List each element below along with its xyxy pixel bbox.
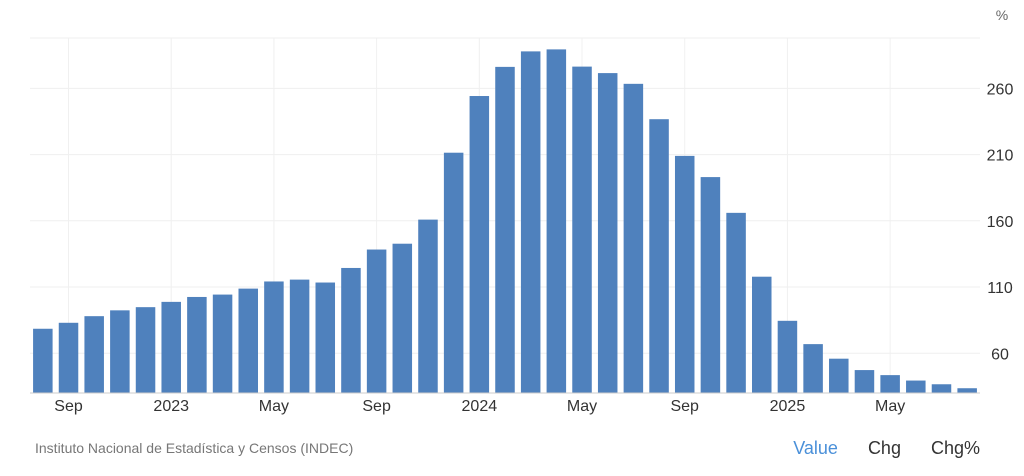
bar-2024-10[interactable] <box>700 177 721 393</box>
bar-2024-01[interactable] <box>469 96 490 394</box>
bar-2024-08[interactable] <box>649 119 669 393</box>
bar-2023-12[interactable] <box>443 152 464 393</box>
chart-footer: Instituto Nacional de Estadística y Cens… <box>0 430 1024 464</box>
x-tick-label: 2024 <box>462 398 498 415</box>
bar-2023-01[interactable] <box>161 301 181 393</box>
x-axis: Sep 2023 May Sep 2024 May Sep 2025 May <box>30 392 980 415</box>
bar-2024-07[interactable] <box>623 83 644 393</box>
bar-2025-01[interactable] <box>777 320 798 393</box>
bar-2024-04[interactable] <box>546 49 567 393</box>
bar-2022-10[interactable] <box>84 316 104 393</box>
x-tick-label: May <box>259 398 289 415</box>
toggle-chg[interactable]: Chg <box>867 438 901 458</box>
bar-2025-04[interactable] <box>854 370 875 393</box>
bar-2023-11[interactable] <box>418 219 438 393</box>
x-tick-label: May <box>875 398 905 415</box>
bar-2025-03[interactable] <box>829 358 849 393</box>
x-tick-label: May <box>567 398 597 415</box>
bar-2024-11[interactable] <box>726 212 746 393</box>
bar-2022-11[interactable] <box>110 310 130 393</box>
bar-2025-05[interactable] <box>880 375 900 393</box>
bar-2024-05[interactable] <box>572 66 592 394</box>
x-tick-label: Sep <box>54 398 83 415</box>
y-tick-label: 160 <box>987 214 1014 231</box>
source-label: Instituto Nacional de Estadística y Cens… <box>35 440 354 456</box>
bar-2022-12[interactable] <box>135 307 156 393</box>
bar-2024-03[interactable] <box>520 51 541 393</box>
x-tick-label: 2023 <box>153 398 189 415</box>
y-tick-label: 110 <box>987 280 1013 297</box>
toggle-value[interactable]: Value <box>793 438 838 458</box>
bar-2023-05[interactable] <box>264 281 284 393</box>
bar-2025-08[interactable] <box>957 388 977 393</box>
bar-2025-06[interactable] <box>906 380 926 393</box>
y-axis: 60 110 160 210 260 <box>987 81 1014 363</box>
x-tick-label: Sep <box>362 398 391 415</box>
bar-chart: Sep 2023 May Sep 2024 May Sep 2025 May 60 110 160 2… <box>30 7 1014 415</box>
view-toggles: Value Chg Chg% <box>763 436 980 461</box>
bar-2022-08[interactable] <box>33 328 53 393</box>
toggle-chg-percent[interactable]: Chg% <box>930 438 980 458</box>
bar-2024-06[interactable] <box>597 73 618 393</box>
bar-2024-09[interactable] <box>674 155 695 393</box>
y-tick-label: 210 <box>987 148 1014 165</box>
x-tick-label: Sep <box>670 398 699 415</box>
x-tick-label: 2025 <box>770 398 806 415</box>
bar-2023-06[interactable] <box>289 279 310 393</box>
bar-2024-02[interactable] <box>495 66 515 393</box>
bar-2023-07[interactable] <box>315 282 336 393</box>
bar-2023-09[interactable] <box>366 249 387 393</box>
bar-2022-09[interactable] <box>58 322 79 393</box>
bar-2023-04[interactable] <box>238 288 258 393</box>
bar-2025-07[interactable] <box>931 384 952 393</box>
bar-2023-03[interactable] <box>212 294 233 393</box>
y-tick-label: 260 <box>987 81 1014 98</box>
unit-label: % <box>996 7 1008 23</box>
bar-2023-02[interactable] <box>187 296 207 393</box>
bar-2025-02[interactable] <box>803 344 823 393</box>
bar-2023-10[interactable] <box>392 243 413 393</box>
bar-2024-12[interactable] <box>752 276 772 393</box>
bar-2023-08[interactable] <box>341 267 361 393</box>
y-tick-label: 60 <box>991 346 1009 363</box>
bars <box>33 49 977 394</box>
